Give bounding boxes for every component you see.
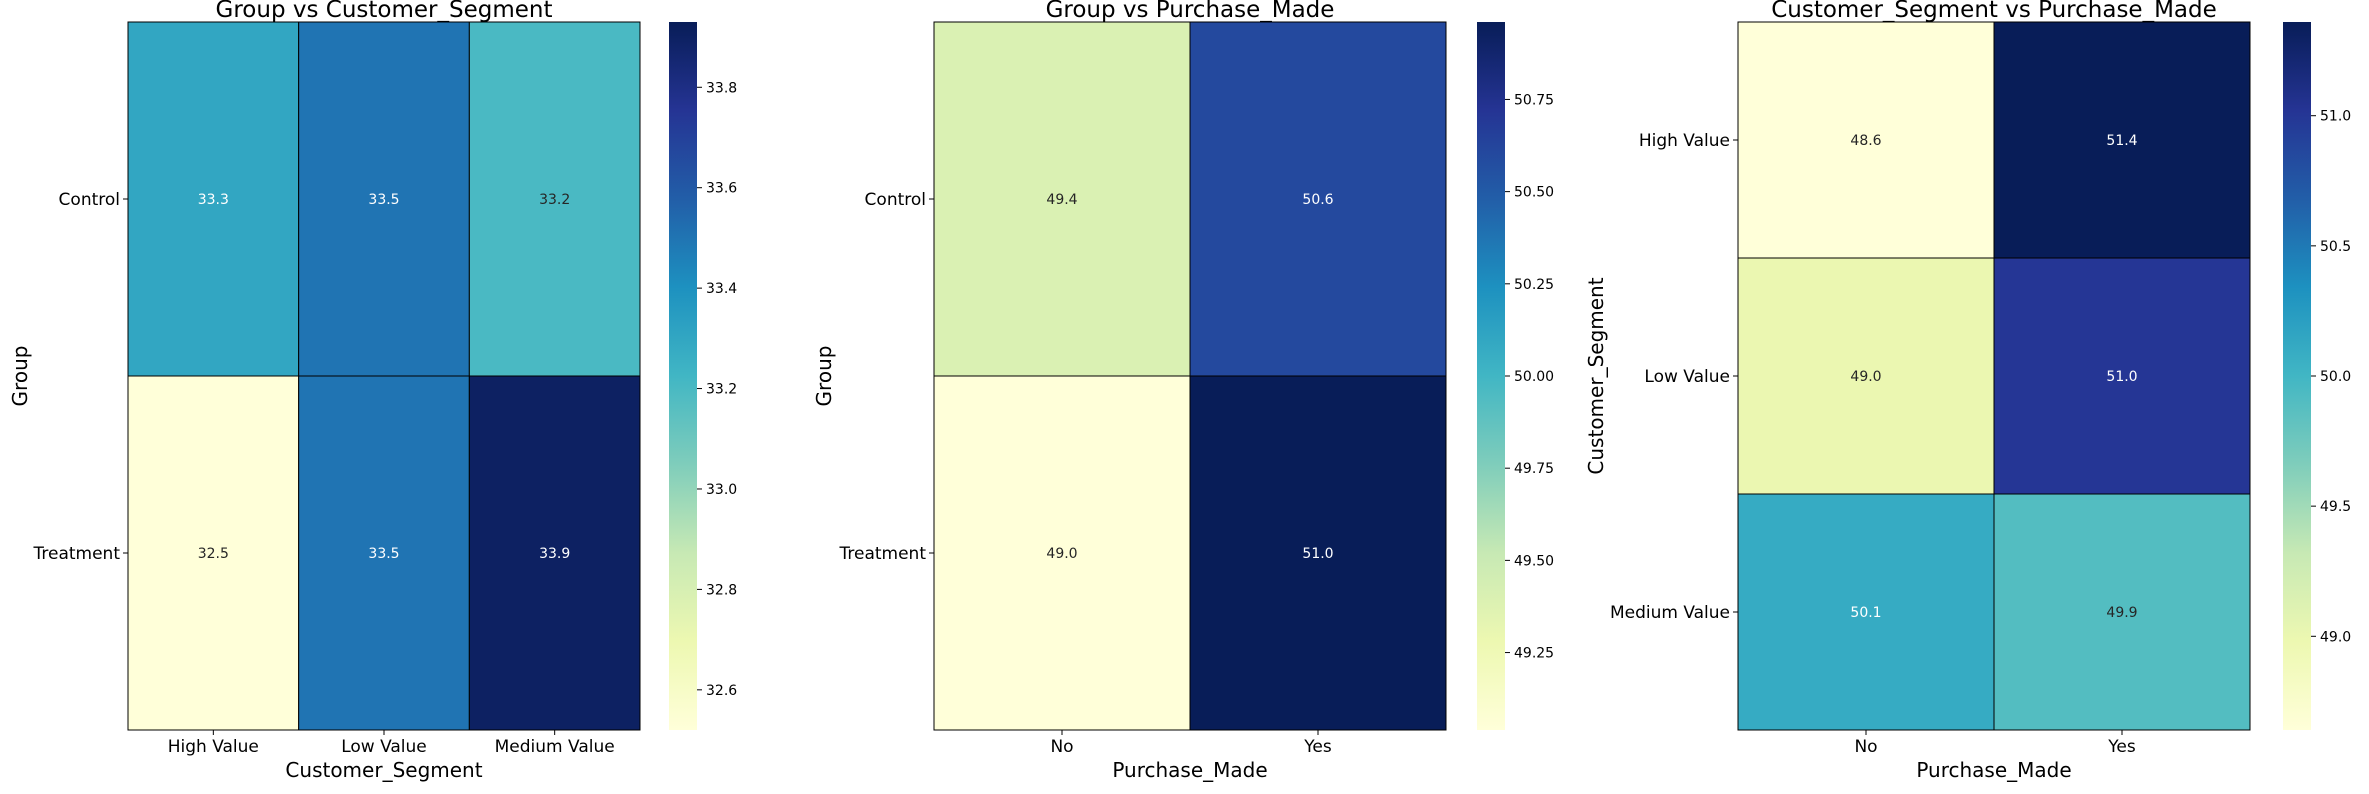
colorbar-tick-label: 49.50 [1514,553,1554,569]
colorbar-gradient [2283,22,2311,730]
chart-title: Group vs Purchase_Made [1046,0,1335,23]
heatmap-panel-2: 49.4 50.6 49.0 51.0 Control Treatment No Yes Gro… [812,0,1554,782]
heatmap-cell [1189,375,1447,731]
x-tick-label: No [1854,737,1877,757]
y-tick-label: Control [59,190,120,210]
cell-value-label: 51.0 [2106,369,2137,385]
y-tick-label: Low Value [1644,367,1730,387]
x-axis-label: Purchase_Made [1916,758,2071,782]
colorbar: 49.25 49.50 49.75 50.00 50.25 50.50 50.75 [1477,22,1554,730]
heatmap-cell [933,21,1191,377]
colorbar-tick-label: 49.5 [2320,499,2351,515]
cell-value-label: 33.3 [198,192,229,208]
heatmap-cell [127,375,300,731]
y-tick-label: Medium Value [1610,603,1730,623]
colorbar: 49.0 49.5 50.0 50.5 51.0 [2283,22,2351,730]
heatmap-cell [1737,257,1995,495]
cell-value-label: 49.4 [1046,192,1077,208]
chart-title: Customer_Segment vs Purchase_Made [1771,0,2217,23]
colorbar-tick-label: 33.6 [706,181,737,197]
colorbar-tick-label: 51.0 [2320,109,2351,125]
colorbar-tick-label: 50.50 [1514,185,1554,201]
colorbar-tick-label: 33.4 [706,281,737,297]
colorbar-tick-label: 50.00 [1514,369,1554,385]
chart-title: Group vs Customer_Segment [216,0,553,23]
colorbar-gradient [1477,22,1505,730]
heatmap-cell [1993,21,2251,259]
x-axis-label: Customer_Segment [285,758,482,782]
x-axis-label: Purchase_Made [1112,758,1267,782]
cell-value-label: 51.4 [2106,133,2137,149]
cell-value-label: 51.0 [1302,546,1333,562]
heatmap-cell [127,21,300,377]
heatmap-cell [298,21,470,377]
heatmap-panel-1: 33.3 33.5 33.2 32.5 33.5 33.9 Control Treatment… [8,0,737,782]
colorbar-tick-label: 49.0 [2320,629,2351,645]
cell-value-label: 32.5 [198,546,229,562]
colorbar-tick-label: 50.5 [2320,239,2351,255]
y-tick-label: High Value [1639,131,1730,151]
cell-value-label: 33.2 [539,192,570,208]
heatmap-cell [933,375,1191,731]
y-axis-label: Customer_Segment [1584,277,1608,474]
colorbar-tick-label: 49.75 [1514,461,1554,477]
cell-value-label: 50.6 [1302,192,1333,208]
colorbar-tick-label: 50.75 [1514,92,1554,108]
colorbar-tick-label: 33.8 [706,80,737,96]
x-tick-label: No [1050,737,1073,757]
cell-value-label: 48.6 [1850,133,1881,149]
heatmap-cell [468,21,641,377]
cell-value-label: 49.0 [1046,546,1077,562]
heatmap-cell [1189,21,1447,377]
y-axis-label: Group [8,346,32,407]
x-tick-label: High Value [168,737,259,757]
x-tick-label: Low Value [341,737,427,757]
y-tick-label: Treatment [32,544,120,564]
x-tick-label: Yes [1303,737,1332,757]
x-tick-label: Medium Value [495,737,615,757]
colorbar-tick-label: 49.25 [1514,646,1554,662]
y-axis-label: Group [812,346,836,407]
colorbar: 32.6 32.8 33.0 33.2 33.4 33.6 33.8 [669,22,737,730]
cell-value-label: 33.5 [368,192,399,208]
cell-value-label: 50.1 [1850,605,1881,621]
colorbar-tick-label: 50.25 [1514,277,1554,293]
colorbar-tick-label: 50.0 [2320,369,2351,385]
heatmap-cell [1993,493,2251,731]
cell-value-label: 33.5 [368,546,399,562]
y-tick-label: Control [865,190,926,210]
colorbar-gradient [669,22,697,730]
colorbar-tick-label: 32.8 [706,582,737,598]
cell-value-label: 49.9 [2106,605,2137,621]
cell-value-label: 33.9 [539,546,570,562]
y-tick-label: Treatment [838,544,926,564]
colorbar-tick-label: 32.6 [706,683,737,699]
x-tick-label: Yes [2107,737,2136,757]
colorbar-tick-label: 33.2 [706,382,737,398]
heatmap-cell [468,375,641,731]
heatmap-cell [298,375,470,731]
heatmap-cell [1993,257,2251,495]
cell-value-label: 49.0 [1850,369,1881,385]
heatmap-cell [1737,493,1995,731]
heatmap-panel-3: 48.6 51.4 49.0 51.0 50.1 49.9 High Value Low Va… [1584,0,2351,782]
colorbar-tick-label: 33.0 [706,482,737,498]
